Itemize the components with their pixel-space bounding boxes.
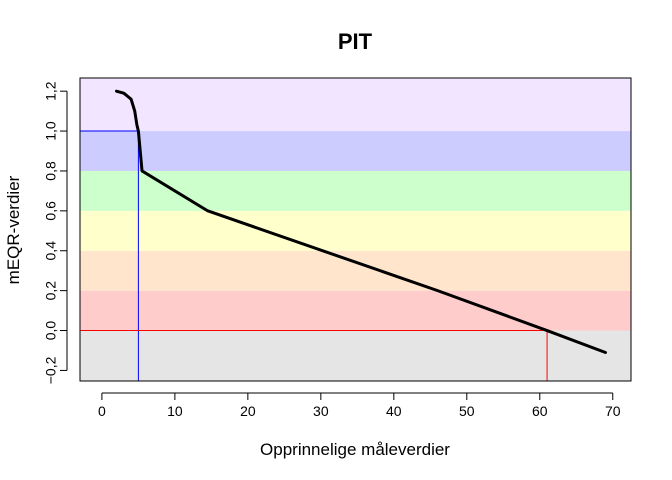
plot-frame bbox=[79, 77, 632, 382]
x-tick-label: 50 bbox=[459, 403, 475, 419]
x-axis-label: Opprinnelige måleverdier bbox=[260, 440, 450, 459]
reference-lines bbox=[80, 130, 548, 381]
band-3 bbox=[80, 210, 631, 251]
y-axis-label: mEQR-verdier bbox=[4, 175, 23, 284]
chart-title: PIT bbox=[338, 29, 373, 54]
series-line bbox=[114, 89, 607, 354]
y-tick-label: 0,8 bbox=[43, 161, 59, 181]
x-tick-label: 20 bbox=[240, 403, 256, 419]
y-tick-label: 0,6 bbox=[43, 201, 59, 221]
background-bands bbox=[80, 78, 631, 381]
y-tick-label: 0,2 bbox=[43, 281, 59, 301]
band-4 bbox=[80, 170, 631, 211]
y-tick-label: 1,0 bbox=[43, 121, 59, 141]
band-6 bbox=[80, 78, 631, 132]
band-1 bbox=[80, 290, 631, 331]
x-tick-label: 70 bbox=[605, 403, 621, 419]
y-tick-label: −0,2 bbox=[43, 356, 59, 384]
x-tick-label: 0 bbox=[98, 403, 106, 419]
band-5 bbox=[80, 131, 631, 171]
x-tick-label: 60 bbox=[532, 403, 548, 419]
x-tick-label: 30 bbox=[313, 403, 329, 419]
y-tick-label: 0,0 bbox=[43, 321, 59, 341]
x-tick-label: 10 bbox=[167, 403, 183, 419]
x-tick-label: 40 bbox=[386, 403, 402, 419]
x-axis: 0 10 20 30 40 50 60 70 bbox=[98, 392, 621, 419]
y-tick-label: 1,2 bbox=[43, 81, 59, 101]
y-axis: −0,2 0,0 0,2 0,4 0,6 0,8 1,0 1,2 bbox=[43, 81, 68, 384]
band-2 bbox=[80, 250, 631, 291]
band-0 bbox=[80, 330, 631, 381]
y-tick-label: 0,4 bbox=[43, 241, 59, 261]
